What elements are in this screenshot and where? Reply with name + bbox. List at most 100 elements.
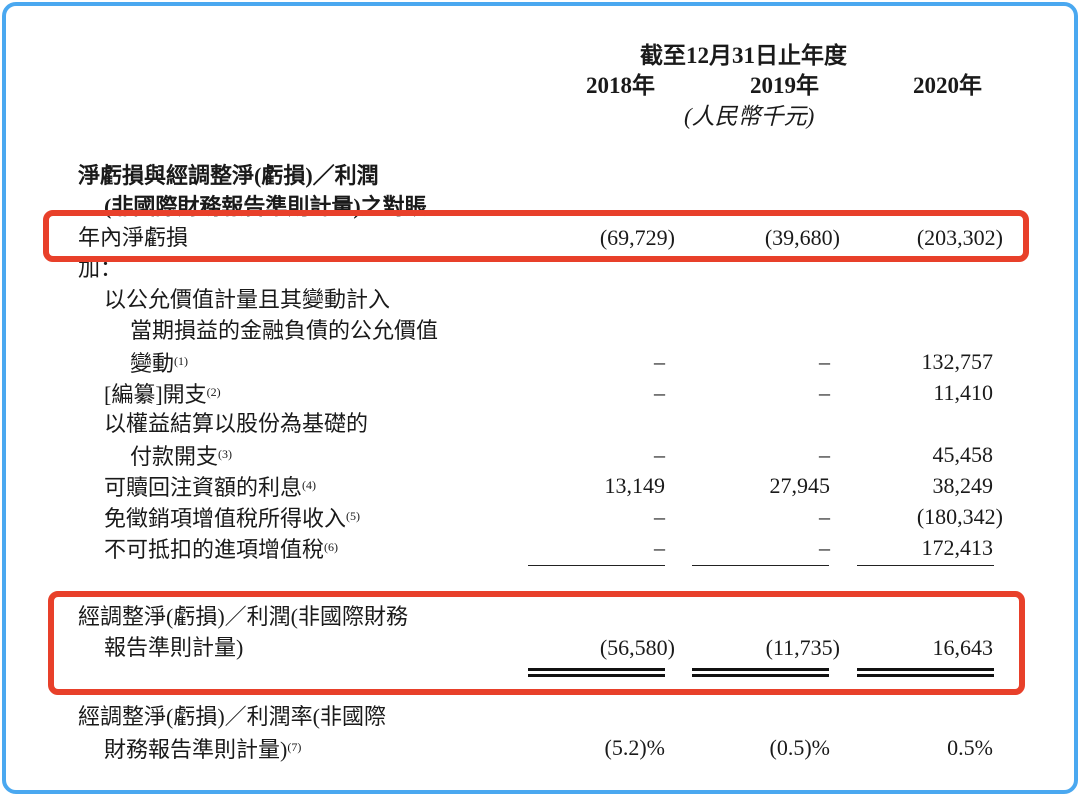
value-2020: (203,302) [833, 222, 1003, 253]
value-2020: 38,249 [833, 470, 994, 501]
value-2020: (180,342) [833, 501, 1003, 532]
row-label-text: 以公允價值計量且其變動計入 [104, 287, 391, 312]
footnote-ref: (6) [324, 540, 339, 554]
row-label-text: 經調整淨(虧損)／利潤(非國際財務 [78, 604, 408, 629]
value-2019: – [670, 532, 830, 563]
value-2020: 172,413 [833, 532, 994, 563]
value-2019: – [670, 501, 830, 532]
value-text: – [654, 442, 665, 467]
table-row: 經調整淨(虧損)／利潤率(非國際 [78, 701, 1008, 732]
value-2020: 0.5% [833, 732, 993, 763]
row-label-text: 以權益結算以股份為基礎的 [104, 411, 369, 436]
single-underline [857, 565, 994, 566]
value-text: 11,410 [933, 380, 993, 405]
table-row: 報告準則計量) (56,580) (11,735) 16,643 [78, 632, 1008, 677]
value-2018: – [505, 377, 665, 408]
value-text: – [654, 380, 665, 405]
row-label: 變動(1) [130, 346, 188, 379]
value-text: – [819, 535, 830, 560]
row-label: 淨虧損與經調整淨(虧損)／利潤 [78, 160, 379, 191]
row-label: 當期損益的金融負債的公允價值 [130, 315, 438, 346]
footnote-ref: (7) [287, 740, 302, 754]
row-label-text: 年內淨虧損 [78, 225, 189, 250]
value-text: (5.2)% [604, 735, 665, 760]
row-label: 以公允價值計量且其變動計入 [104, 284, 390, 315]
value-2018: (56,580) [505, 632, 675, 663]
footnote-ref: (1) [174, 354, 189, 368]
table-row: 淨虧損與經調整淨(虧損)／利潤 [78, 160, 1008, 191]
double-underline [528, 668, 665, 677]
unit-label: (人民幣千元) [684, 104, 815, 129]
value-text: 16,643 [932, 635, 994, 660]
row-label: 財務報告準則計量)(7) [104, 732, 301, 765]
row-label: 報告準則計量) [104, 632, 243, 663]
value-text: – [654, 535, 665, 560]
value-2019: – [670, 346, 830, 377]
value-2018: – [505, 532, 665, 563]
row-label-text: 當期損益的金融負債的公允價值 [130, 318, 439, 343]
value-text: 27,945 [769, 473, 831, 498]
value-2018: (69,729) [505, 222, 675, 253]
highlight-box-net-loss [43, 210, 1029, 262]
footnote-ref: (4) [302, 478, 317, 492]
value-text: – [819, 349, 830, 374]
value-2019: 27,945 [670, 470, 831, 501]
value-text: – [654, 504, 665, 529]
table-row: 以公允價值計量且其變動計入 [78, 284, 1008, 315]
value-text: 132,757 [921, 349, 994, 374]
footnote-ref: (3) [218, 447, 233, 461]
row-label-text: 財務報告準則計量) [104, 737, 288, 762]
value-text: 38,249 [932, 473, 994, 498]
value-text: (0.5)% [769, 735, 830, 760]
value-2019: (11,735) [670, 632, 840, 663]
highlight-box-adjusted [48, 591, 1025, 695]
spacer-row [78, 563, 1008, 594]
year-2020-header: 2020年 [913, 73, 982, 98]
row-label: 免徵銷項增值稅所得收入(5) [104, 501, 360, 534]
table-row: 免徵銷項增值稅所得收入(5) – – (180,342) [78, 501, 1008, 532]
table-row: 經調整淨(虧損)／利潤(非國際財務 [78, 601, 1008, 632]
row-label-text: 免徵銷項增值稅所得收入 [104, 506, 347, 531]
value-2019: – [670, 377, 830, 408]
value-text: – [819, 442, 830, 467]
table-row: 變動(1) – – 132,757 [78, 346, 1008, 377]
value-text: (203,302) [916, 225, 1003, 250]
value-2019: (0.5)% [670, 732, 830, 763]
value-text: (56,580) [599, 635, 675, 660]
value-2018: (5.2)% [505, 732, 665, 763]
row-label-text: 不可抵扣的進項增值稅 [104, 537, 325, 562]
value-text: (69,729) [599, 225, 675, 250]
table-row: 以權益結算以股份為基礎的 [78, 408, 1008, 439]
value-text: – [654, 349, 665, 374]
value-2019: (39,680) [670, 222, 840, 253]
value-2018: – [505, 346, 665, 377]
value-2019: – [670, 439, 830, 470]
row-label: 付款開支(3) [130, 439, 232, 472]
row-label: 可贖回注資額的利息(4) [104, 470, 316, 503]
value-text: (11,735) [765, 635, 840, 660]
period-header: 截至12月31日止年度 [640, 43, 847, 68]
value-text: 0.5% [947, 735, 993, 760]
value-text: 172,413 [921, 535, 994, 560]
value-2020: 11,410 [833, 377, 993, 408]
row-label: 年內淨虧損 [78, 222, 188, 253]
table-row: 當期損益的金融負債的公允價值 [78, 315, 1008, 346]
value-2020: 45,458 [833, 439, 994, 470]
row-label: 經調整淨(虧損)／利潤率(非國際 [78, 701, 386, 732]
row-label-text: 付款開支 [130, 444, 219, 469]
value-text: (39,680) [764, 225, 840, 250]
table-row: 付款開支(3) – – 45,458 [78, 439, 1008, 470]
value-2020: 132,757 [833, 346, 994, 377]
value-2018: – [505, 439, 665, 470]
table-row: [編纂]開支(2) – – 11,410 [78, 377, 1008, 408]
value-text: 13,149 [604, 473, 666, 498]
value-2018: 13,149 [505, 470, 666, 501]
value-text: (180,342) [916, 504, 1003, 529]
table-row: 財務報告準則計量)(7) (5.2)% (0.5)% 0.5% [78, 732, 1008, 763]
value-2018: – [505, 501, 665, 532]
value-text: 45,458 [932, 442, 994, 467]
row-label: 不可抵扣的進項增值稅(6) [104, 532, 338, 565]
row-label-text: 報告準則計量) [104, 635, 244, 660]
spacer-row [78, 694, 1008, 701]
